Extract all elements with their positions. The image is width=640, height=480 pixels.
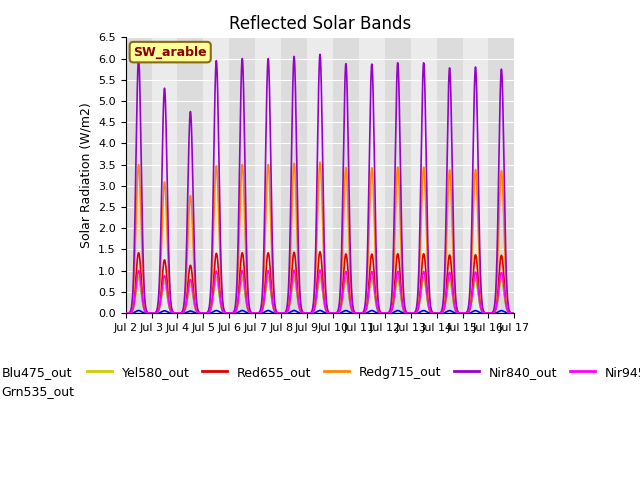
Line: Nir945_out: Nir945_out <box>125 270 515 313</box>
Nir945_out <box>316 267 324 273</box>
Nir840_out <box>189 189 197 195</box>
Blu475_out <box>189 309 197 315</box>
Grn535_out <box>316 274 324 279</box>
Blu475_out <box>316 308 324 313</box>
Redg715_out <box>122 310 129 316</box>
Y-axis label: Solar Radiation (W/m2): Solar Radiation (W/m2) <box>79 102 93 248</box>
Yel580_out <box>189 293 197 299</box>
Grn535_out <box>511 310 518 316</box>
Redg715_out <box>189 240 197 245</box>
Redg715_out <box>271 304 278 310</box>
Red655_out <box>166 304 174 310</box>
Bar <box>411 37 436 313</box>
Line: Nir840_out: Nir840_out <box>125 54 515 313</box>
Nir945_out <box>122 310 129 316</box>
Red655_out <box>189 281 197 287</box>
Yel580_out <box>461 310 469 316</box>
Bar <box>125 37 152 313</box>
Blu475_out <box>122 310 129 316</box>
Red655_out <box>511 310 518 316</box>
Blu475_out <box>511 310 518 316</box>
Bar <box>488 37 515 313</box>
Nir840_out <box>122 310 129 316</box>
Nir945_out <box>166 306 174 312</box>
Nir840_out <box>288 151 296 157</box>
Blu475_out <box>288 309 296 314</box>
Redg715_out <box>166 296 174 301</box>
Red655_out <box>288 273 296 278</box>
Yel580_out <box>511 310 518 316</box>
Grn535_out <box>122 310 129 316</box>
Yel580_out <box>288 288 296 293</box>
Bar <box>177 37 204 313</box>
Bar <box>229 37 255 313</box>
Bar <box>333 37 359 313</box>
Yel580_out <box>316 274 324 279</box>
Red655_out <box>271 308 278 313</box>
Blu475_out <box>271 310 278 316</box>
Nir945_out <box>189 290 197 296</box>
Bar <box>255 37 281 313</box>
Bar <box>436 37 463 313</box>
Nir840_out <box>503 283 511 289</box>
Line: Red655_out: Red655_out <box>125 252 515 313</box>
Red655_out <box>503 304 511 310</box>
Yel580_out <box>122 310 129 316</box>
Nir840_out <box>316 51 324 57</box>
Bar <box>307 37 333 313</box>
Nir840_out <box>461 310 469 316</box>
Nir945_out <box>511 310 518 316</box>
Nir945_out <box>503 306 511 312</box>
Redg715_out <box>316 159 324 165</box>
Line: Grn535_out: Grn535_out <box>125 276 515 313</box>
Bar <box>359 37 385 313</box>
Yel580_out <box>271 309 278 314</box>
Yel580_out <box>503 306 511 312</box>
Nir945_out <box>271 309 278 314</box>
Line: Yel580_out: Yel580_out <box>125 276 515 313</box>
Red655_out <box>316 249 324 255</box>
Grn535_out <box>461 310 469 316</box>
Grn535_out <box>271 309 278 314</box>
Redg715_out <box>461 310 469 316</box>
Bar <box>463 37 488 313</box>
Bar <box>281 37 307 313</box>
Title: Reflected Solar Bands: Reflected Solar Bands <box>229 15 411 33</box>
Redg715_out <box>503 294 511 300</box>
Red655_out <box>461 310 469 316</box>
Nir840_out <box>511 310 518 316</box>
Bar <box>204 37 229 313</box>
Red655_out <box>122 310 129 316</box>
Bar <box>152 37 177 313</box>
Nir840_out <box>166 286 174 291</box>
Nir945_out <box>461 310 469 316</box>
Legend: Blu475_out, Grn535_out, Yel580_out, Red655_out, Redg715_out, Nir840_out, Nir945_: Blu475_out, Grn535_out, Yel580_out, Red6… <box>0 360 640 403</box>
Grn535_out <box>503 306 511 312</box>
Blu475_out <box>503 310 511 316</box>
Nir840_out <box>271 300 278 305</box>
Yel580_out <box>166 307 174 312</box>
Grn535_out <box>189 293 197 299</box>
Nir945_out <box>288 284 296 289</box>
Blu475_out <box>166 310 174 316</box>
Grn535_out <box>166 307 174 312</box>
Line: Blu475_out: Blu475_out <box>125 311 515 313</box>
Blu475_out <box>461 310 469 316</box>
Bar <box>385 37 411 313</box>
Redg715_out <box>288 217 296 223</box>
Line: Redg715_out: Redg715_out <box>125 162 515 313</box>
Text: SW_arable: SW_arable <box>133 46 207 59</box>
Grn535_out <box>288 288 296 293</box>
Redg715_out <box>511 310 518 316</box>
